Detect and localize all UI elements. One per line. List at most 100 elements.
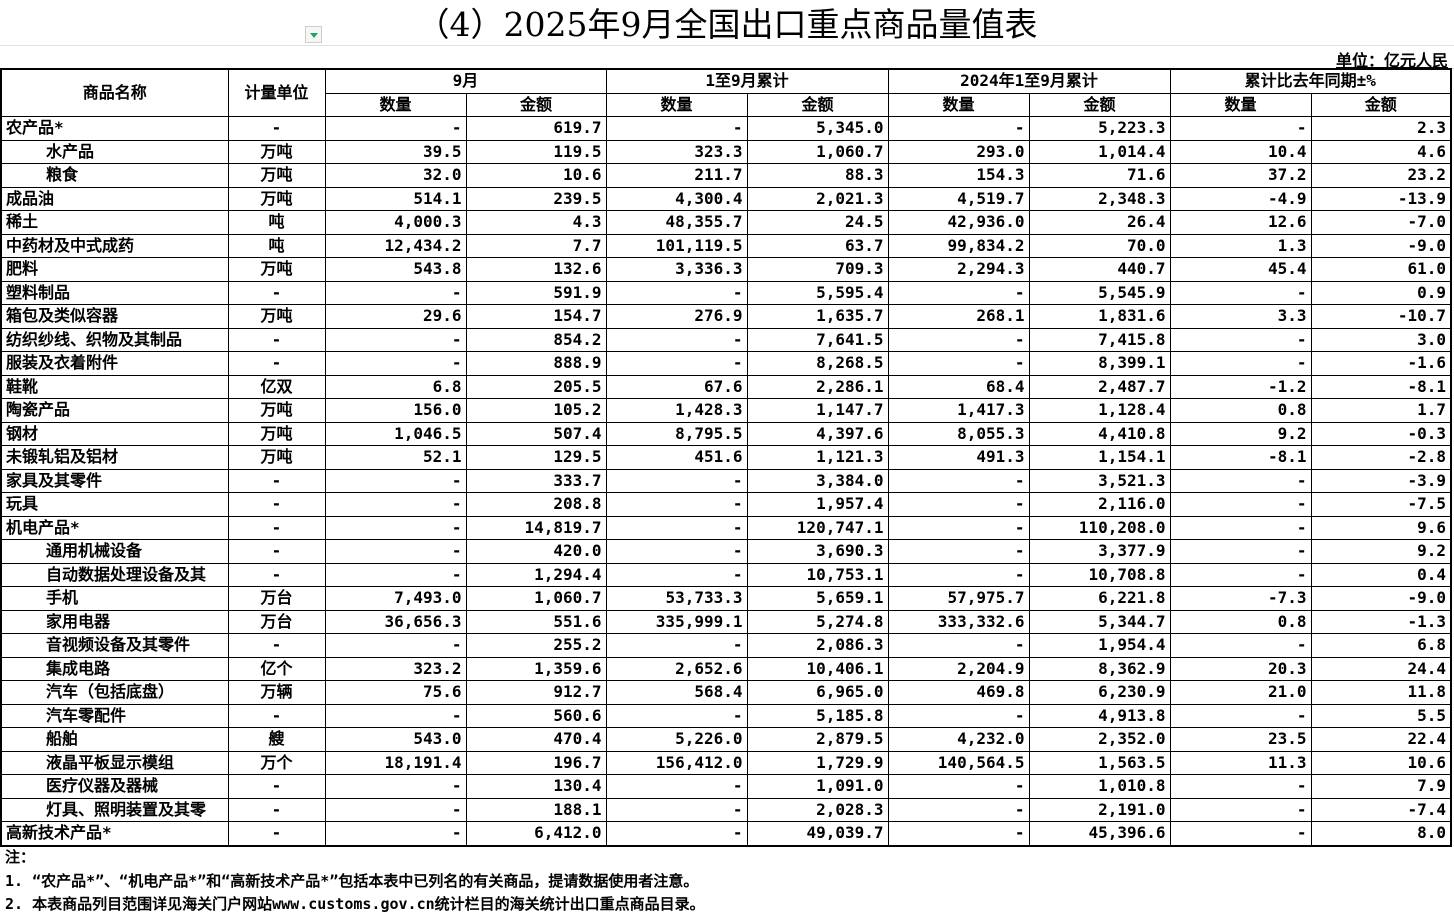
cell-value[interactable]: 196.7 bbox=[465, 750, 607, 775]
cell-value[interactable]: 42,936.0 bbox=[887, 210, 1030, 235]
cell-value[interactable]: 2,286.1 bbox=[746, 374, 889, 399]
cell-value[interactable]: - bbox=[324, 351, 467, 376]
cell-value[interactable]: - bbox=[1169, 821, 1312, 846]
cell-value[interactable]: 6,230.9 bbox=[1028, 680, 1171, 705]
cell-value[interactable]: 3,690.3 bbox=[746, 539, 889, 564]
cell-value[interactable]: 7,415.8 bbox=[1028, 327, 1171, 352]
cell-value[interactable]: 8,055.3 bbox=[887, 421, 1030, 446]
cell-value[interactable]: - bbox=[605, 116, 748, 141]
cell-value[interactable]: 7,493.0 bbox=[324, 586, 467, 611]
cell-value[interactable]: 8,399.1 bbox=[1028, 351, 1171, 376]
cell-value[interactable]: 45.4 bbox=[1169, 257, 1312, 282]
cell-value[interactable]: 507.4 bbox=[465, 421, 607, 446]
cell-value[interactable]: - bbox=[1169, 492, 1312, 517]
cell-value[interactable]: - bbox=[605, 492, 748, 517]
cell-value[interactable]: -1.2 bbox=[1169, 374, 1312, 399]
cell-name[interactable]: 水产品 bbox=[0, 139, 229, 164]
cell-value[interactable]: 5,345.0 bbox=[746, 116, 889, 141]
cell-value[interactable]: 53,733.3 bbox=[605, 586, 748, 611]
cell-value[interactable]: 12,434.2 bbox=[324, 233, 467, 258]
cell-value[interactable]: 1,428.3 bbox=[605, 398, 748, 423]
cell-value[interactable]: 6.8 bbox=[324, 374, 467, 399]
cell-value[interactable]: 8,795.5 bbox=[605, 421, 748, 446]
cell-value[interactable]: 1,060.7 bbox=[746, 139, 889, 164]
cell-value[interactable]: 156,412.0 bbox=[605, 750, 748, 775]
cell-value[interactable]: 2,021.3 bbox=[746, 186, 889, 211]
cell-unit[interactable]: 万吨 bbox=[227, 163, 326, 188]
cell-value[interactable]: - bbox=[324, 327, 467, 352]
cell-value[interactable]: 2,204.9 bbox=[887, 656, 1030, 681]
cell-value[interactable]: 4,410.8 bbox=[1028, 421, 1171, 446]
cell-name[interactable]: 塑料制品 bbox=[0, 280, 229, 305]
cell-value[interactable]: -7.3 bbox=[1169, 586, 1312, 611]
cell-unit[interactable]: - bbox=[227, 515, 326, 540]
cell-name[interactable]: 纺织纱线、织物及其制品 bbox=[0, 327, 229, 352]
cell-unit[interactable]: 万吨 bbox=[227, 445, 326, 470]
cell-unit[interactable]: 万吨 bbox=[227, 421, 326, 446]
cell-value[interactable]: 912.7 bbox=[465, 680, 607, 705]
cell-value[interactable]: 140,564.5 bbox=[887, 750, 1030, 775]
cell-name[interactable]: 通用机械设备 bbox=[0, 539, 229, 564]
cell-unit[interactable]: 亿双 bbox=[227, 374, 326, 399]
cell-value[interactable]: - bbox=[605, 774, 748, 799]
cell-value[interactable]: 1,954.4 bbox=[1028, 633, 1171, 658]
cell-name[interactable]: 农产品* bbox=[0, 116, 229, 141]
cell-unit[interactable]: 万吨 bbox=[227, 257, 326, 282]
cell-value[interactable]: - bbox=[605, 327, 748, 352]
cell-value[interactable]: 5,223.3 bbox=[1028, 116, 1171, 141]
cell-name[interactable]: 汽车（包括底盘） bbox=[0, 680, 229, 705]
cell-value[interactable]: - bbox=[1169, 515, 1312, 540]
cell-value[interactable]: 2,348.3 bbox=[1028, 186, 1171, 211]
cell-name[interactable]: 钢材 bbox=[0, 421, 229, 446]
cell-value[interactable]: 11.3 bbox=[1169, 750, 1312, 775]
cell-value[interactable]: 9.2 bbox=[1169, 421, 1312, 446]
cell-name[interactable]: 鞋靴 bbox=[0, 374, 229, 399]
cell-value[interactable]: 63.7 bbox=[746, 233, 889, 258]
cell-value[interactable]: 45,396.6 bbox=[1028, 821, 1171, 846]
cell-unit[interactable]: 万吨 bbox=[227, 139, 326, 164]
cell-value[interactable]: 4.6 bbox=[1310, 139, 1452, 164]
cell-value[interactable]: 619.7 bbox=[465, 116, 607, 141]
cell-value[interactable]: 101,119.5 bbox=[605, 233, 748, 258]
cell-unit[interactable]: - bbox=[227, 562, 326, 587]
cell-value[interactable]: - bbox=[1169, 116, 1312, 141]
cell-value[interactable]: 119.5 bbox=[465, 139, 607, 164]
cell-value[interactable]: 23.2 bbox=[1310, 163, 1452, 188]
cell-value[interactable]: 470.4 bbox=[465, 727, 607, 752]
cell-value[interactable]: - bbox=[887, 351, 1030, 376]
cell-value[interactable]: - bbox=[887, 515, 1030, 540]
cell-value[interactable]: - bbox=[887, 774, 1030, 799]
cell-value[interactable]: 132.6 bbox=[465, 257, 607, 282]
cell-value[interactable]: -3.9 bbox=[1310, 468, 1452, 493]
cell-value[interactable]: 24.5 bbox=[746, 210, 889, 235]
cell-value[interactable]: 543.8 bbox=[324, 257, 467, 282]
cell-value[interactable]: - bbox=[605, 280, 748, 305]
cell-value[interactable]: - bbox=[1169, 280, 1312, 305]
cell-value[interactable]: -10.7 bbox=[1310, 304, 1452, 329]
cell-value[interactable]: 1,128.4 bbox=[1028, 398, 1171, 423]
cell-value[interactable]: 551.6 bbox=[465, 609, 607, 634]
cell-value[interactable]: 5.5 bbox=[1310, 703, 1452, 728]
cell-value[interactable]: 491.3 bbox=[887, 445, 1030, 470]
cell-value[interactable]: 48,355.7 bbox=[605, 210, 748, 235]
cell-unit[interactable]: - bbox=[227, 774, 326, 799]
cell-value[interactable]: 7.7 bbox=[465, 233, 607, 258]
cell-name[interactable]: 箱包及类似容器 bbox=[0, 304, 229, 329]
cell-name[interactable]: 家用电器 bbox=[0, 609, 229, 634]
cell-value[interactable]: 2,191.0 bbox=[1028, 797, 1171, 822]
cell-unit[interactable]: 万吨 bbox=[227, 304, 326, 329]
cell-name[interactable]: 自动数据处理设备及其 bbox=[0, 562, 229, 587]
cell-value[interactable]: - bbox=[887, 633, 1030, 658]
cell-unit[interactable]: - bbox=[227, 492, 326, 517]
cell-value[interactable]: 2,879.5 bbox=[746, 727, 889, 752]
cell-name[interactable]: 音视频设备及其零件 bbox=[0, 633, 229, 658]
cell-value[interactable]: - bbox=[605, 821, 748, 846]
cell-value[interactable]: - bbox=[1169, 703, 1312, 728]
cell-value[interactable]: 68.4 bbox=[887, 374, 1030, 399]
cell-value[interactable]: 4,519.7 bbox=[887, 186, 1030, 211]
cell-name[interactable]: 手机 bbox=[0, 586, 229, 611]
cell-name[interactable]: 机电产品* bbox=[0, 515, 229, 540]
cell-value[interactable]: 1,046.5 bbox=[324, 421, 467, 446]
cell-value[interactable]: 1,359.6 bbox=[465, 656, 607, 681]
cell-value[interactable]: 1,294.4 bbox=[465, 562, 607, 587]
